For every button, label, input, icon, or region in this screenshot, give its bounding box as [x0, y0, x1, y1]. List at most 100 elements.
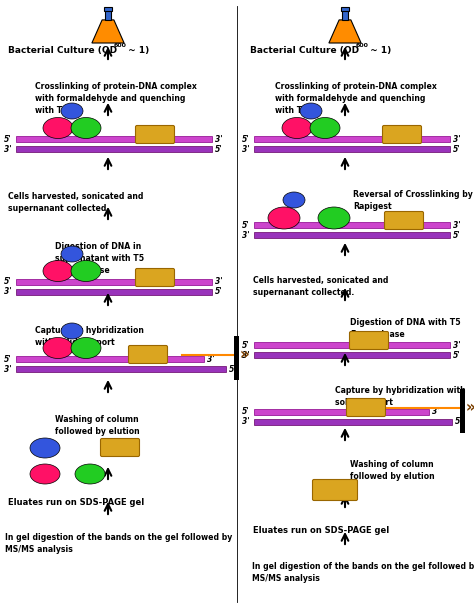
- Text: Bacterial Culture (OD: Bacterial Culture (OD: [8, 46, 117, 55]
- Text: 3': 3': [453, 134, 461, 143]
- Ellipse shape: [61, 103, 83, 119]
- Text: 3': 3': [215, 134, 223, 143]
- Text: 600: 600: [356, 43, 369, 48]
- Ellipse shape: [75, 464, 105, 484]
- Text: Eluates run on SDS-PAGE gel: Eluates run on SDS-PAGE gel: [253, 526, 389, 535]
- Text: 3': 3': [453, 221, 461, 229]
- Ellipse shape: [318, 207, 350, 229]
- Text: 5': 5': [229, 365, 237, 373]
- Bar: [16, 356, 204, 362]
- Text: 3': 3': [242, 230, 250, 240]
- Bar: [254, 222, 450, 228]
- FancyBboxPatch shape: [384, 212, 423, 229]
- FancyBboxPatch shape: [128, 345, 167, 364]
- Polygon shape: [329, 20, 361, 43]
- FancyBboxPatch shape: [136, 125, 174, 143]
- Text: Washing of column
followed by elution: Washing of column followed by elution: [55, 415, 140, 436]
- Text: Cells harvested, sonicated and
supernanant collected.: Cells harvested, sonicated and supernana…: [8, 192, 143, 213]
- Bar: [254, 419, 452, 425]
- Bar: [254, 232, 450, 238]
- FancyBboxPatch shape: [383, 125, 421, 143]
- Text: ~ 1): ~ 1): [125, 46, 149, 55]
- Text: 5': 5': [453, 350, 461, 359]
- FancyBboxPatch shape: [100, 438, 139, 457]
- Ellipse shape: [61, 246, 83, 262]
- Bar: [340, 7, 349, 11]
- Bar: [254, 352, 450, 358]
- Bar: [16, 289, 212, 295]
- Bar: [342, 9, 348, 20]
- Text: 3': 3': [215, 277, 223, 286]
- Text: 3': 3': [432, 407, 439, 416]
- Text: 5': 5': [4, 277, 12, 286]
- Text: 5': 5': [453, 230, 461, 240]
- Text: 3': 3': [242, 145, 250, 153]
- Bar: [254, 342, 450, 348]
- Text: 3': 3': [453, 340, 461, 350]
- Text: Washing of column
followed by elution: Washing of column followed by elution: [350, 460, 435, 481]
- Text: Crosslinking of protein-DNA complex
with formaldehyde and quenching
with Tris: Crosslinking of protein-DNA complex with…: [35, 82, 197, 114]
- Text: 5': 5': [453, 145, 461, 153]
- Text: 5': 5': [242, 340, 250, 350]
- Text: Digestion of DNA with T5
Exonuclease: Digestion of DNA with T5 Exonuclease: [350, 318, 461, 339]
- Ellipse shape: [30, 438, 60, 458]
- FancyBboxPatch shape: [349, 331, 389, 350]
- Text: 5': 5': [242, 407, 250, 416]
- Bar: [16, 146, 212, 152]
- Text: 5': 5': [4, 134, 12, 143]
- Ellipse shape: [30, 464, 60, 484]
- Text: 3': 3': [242, 350, 250, 359]
- Ellipse shape: [283, 192, 305, 208]
- Bar: [254, 136, 450, 142]
- Ellipse shape: [43, 337, 73, 359]
- Text: 3': 3': [4, 365, 12, 373]
- Text: Cells harvested, sonicated and
supernanant collected.: Cells harvested, sonicated and supernana…: [253, 276, 388, 297]
- Bar: [16, 136, 212, 142]
- Ellipse shape: [71, 117, 101, 139]
- Bar: [254, 146, 450, 152]
- Bar: [460, 389, 465, 433]
- Ellipse shape: [71, 260, 101, 282]
- Text: »: »: [466, 401, 474, 415]
- Ellipse shape: [268, 207, 300, 229]
- Text: ~ 1): ~ 1): [367, 46, 391, 55]
- Ellipse shape: [61, 323, 83, 339]
- FancyBboxPatch shape: [346, 398, 385, 416]
- FancyBboxPatch shape: [136, 269, 174, 286]
- Ellipse shape: [300, 103, 322, 119]
- Text: 5': 5': [215, 145, 223, 153]
- Bar: [103, 7, 112, 11]
- Text: Capture by hybridization with
solid support: Capture by hybridization with solid supp…: [335, 386, 465, 407]
- Bar: [105, 9, 111, 20]
- Text: 600: 600: [114, 43, 127, 48]
- Text: 3': 3': [207, 354, 215, 364]
- Text: 5': 5': [242, 134, 250, 143]
- Text: 5': 5': [455, 418, 463, 426]
- FancyBboxPatch shape: [312, 480, 357, 500]
- Text: Crosslinking of protein-DNA complex
with formaldehyde and quenching
with Tris: Crosslinking of protein-DNA complex with…: [275, 82, 437, 114]
- Text: »: »: [240, 348, 250, 362]
- Text: 5': 5': [242, 221, 250, 229]
- Bar: [16, 279, 212, 285]
- Bar: [254, 409, 429, 415]
- Ellipse shape: [43, 260, 73, 282]
- Text: 3': 3': [242, 418, 250, 426]
- Bar: [16, 366, 226, 372]
- Text: Reversal of Crosslinking by
Rapigest: Reversal of Crosslinking by Rapigest: [353, 190, 473, 211]
- Ellipse shape: [71, 337, 101, 359]
- Text: 3': 3': [4, 288, 12, 297]
- Text: Eluates run on SDS-PAGE gel: Eluates run on SDS-PAGE gel: [8, 498, 144, 507]
- Text: Digestion of DNA in
supernatant with T5
Exonuclease: Digestion of DNA in supernatant with T5 …: [55, 242, 144, 275]
- Text: Bacterial Culture (OD: Bacterial Culture (OD: [250, 46, 359, 55]
- Text: In gel digestion of the bands on the gel followed by
MS/MS analysis: In gel digestion of the bands on the gel…: [252, 562, 474, 583]
- Text: 3': 3': [4, 145, 12, 153]
- Bar: [234, 336, 239, 380]
- Ellipse shape: [310, 117, 340, 139]
- Text: 5': 5': [215, 288, 223, 297]
- Text: 5': 5': [4, 354, 12, 364]
- Polygon shape: [92, 20, 124, 43]
- Ellipse shape: [43, 117, 73, 139]
- Ellipse shape: [282, 117, 312, 139]
- Text: Capture by hybridization
with solid support: Capture by hybridization with solid supp…: [35, 326, 144, 347]
- Text: In gel digestion of the bands on the gel followed by
MS/MS analysis: In gel digestion of the bands on the gel…: [5, 533, 232, 554]
